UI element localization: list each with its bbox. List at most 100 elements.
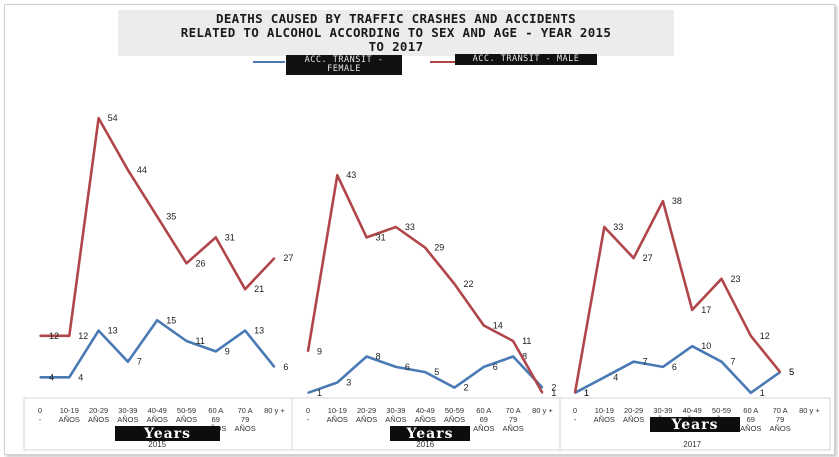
x-tick-label: 69 (747, 415, 755, 424)
data-point (750, 335, 752, 337)
data-point (541, 386, 544, 389)
data-label: 1 (760, 388, 765, 398)
data-point (127, 169, 129, 171)
x-tick-label: AÑOS (117, 415, 138, 424)
data-point (365, 355, 368, 358)
data-label: 7 (137, 357, 142, 367)
data-point (603, 226, 606, 228)
data-label: 26 (196, 258, 206, 268)
x-tick-label: AÑOS (385, 415, 406, 424)
data-point (39, 376, 41, 379)
data-label: 38 (672, 196, 682, 206)
series-line-male-2016 (306, 173, 544, 394)
x-tick-label: 80 y + (799, 406, 820, 415)
data-label: 31 (225, 232, 235, 242)
data-label: 3 (346, 377, 351, 387)
data-label: 35 (166, 212, 176, 222)
data-point (127, 360, 129, 363)
data-label: 13 (108, 326, 118, 336)
x-tick-label: 30-39 (653, 406, 672, 415)
data-label: 12 (760, 331, 770, 341)
data-point (574, 392, 576, 394)
x-tick-label: 40-49 (416, 406, 435, 415)
data-label: 15 (166, 315, 176, 325)
data-point (512, 340, 514, 342)
data-point (97, 329, 100, 332)
data-label: 44 (137, 165, 147, 175)
data-label: 4 (78, 372, 83, 382)
series-line-male-2017 (573, 199, 782, 394)
data-point (632, 360, 635, 363)
data-point (39, 335, 41, 337)
data-point (215, 350, 217, 353)
data-point (273, 257, 276, 259)
data-label: 14 (493, 320, 503, 330)
data-label: 22 (464, 279, 474, 289)
data-label: 2 (551, 383, 556, 393)
data-point (541, 392, 544, 394)
year-label: 2015 (148, 440, 166, 449)
data-point (395, 366, 397, 368)
data-point (365, 236, 368, 239)
data-label: 12 (78, 331, 88, 341)
data-point (603, 376, 606, 379)
x-tick-label: 20-29 (357, 406, 376, 415)
data-label: 31 (376, 232, 386, 242)
x-tick-label: - (39, 415, 42, 424)
x-tick-label: 10-19 (328, 406, 347, 415)
data-point (185, 262, 188, 265)
x-tick-label: 0 (38, 406, 42, 415)
data-label: 6 (283, 362, 288, 372)
data-label: 1 (584, 388, 589, 398)
series-line-male-2015 (40, 116, 276, 338)
x-tick-label: AÑOS (234, 424, 255, 433)
series-line-female-2015 (40, 318, 276, 379)
legend-female-swatch (253, 61, 285, 63)
data-label: 7 (643, 357, 648, 367)
x-tick-label: 60 A (476, 406, 491, 415)
x-tick-label: 70 A (773, 406, 788, 415)
x-tick-label: AÑOS (594, 415, 615, 424)
x-tick-label: - (574, 415, 577, 424)
data-label: 6 (672, 362, 677, 372)
title-line-3: TO 2017 (368, 39, 424, 54)
data-point (720, 360, 723, 363)
x-axis-label-badge (390, 426, 470, 441)
data-point (336, 174, 339, 176)
data-label: 12 (49, 331, 59, 341)
data-point (483, 366, 485, 368)
data-label: 27 (283, 253, 293, 263)
data-point (244, 329, 246, 332)
data-point (453, 283, 456, 285)
data-label: 6 (493, 362, 498, 372)
data-point (244, 288, 246, 290)
x-tick-label: 69 (480, 415, 488, 424)
data-point (156, 215, 158, 218)
data-label: 23 (731, 274, 741, 284)
x-tick-label: 50-59 (177, 406, 196, 415)
x-tick-label: AÑOS (176, 415, 197, 424)
data-point (395, 226, 397, 228)
data-point (720, 278, 723, 280)
data-label: 5 (789, 367, 794, 377)
data-point (273, 366, 276, 368)
data-point (632, 257, 635, 259)
x-tick-label: 70 A (238, 406, 253, 415)
data-point (453, 386, 456, 389)
x-tick-label: AÑOS (502, 424, 523, 433)
x-tick-label: 30-39 (118, 406, 137, 415)
data-point (97, 117, 100, 119)
series-line-female-2016 (307, 355, 544, 395)
data-label: 1 (317, 388, 322, 398)
x-tick-label: 0 (306, 406, 310, 415)
x-tick-label: 40-49 (148, 406, 167, 415)
year-label: 2016 (416, 440, 434, 449)
data-label: 11 (196, 336, 205, 346)
data-label: 4 (49, 372, 54, 382)
x-tick-label: AÑOS (623, 415, 644, 424)
x-tick-label: 50-59 (712, 406, 731, 415)
data-point (662, 366, 664, 368)
x-tick-label: 79 (776, 415, 784, 424)
data-label: 6 (405, 362, 410, 372)
legend-female-label: ACC. TRANSIT - FEMALE (286, 55, 402, 75)
